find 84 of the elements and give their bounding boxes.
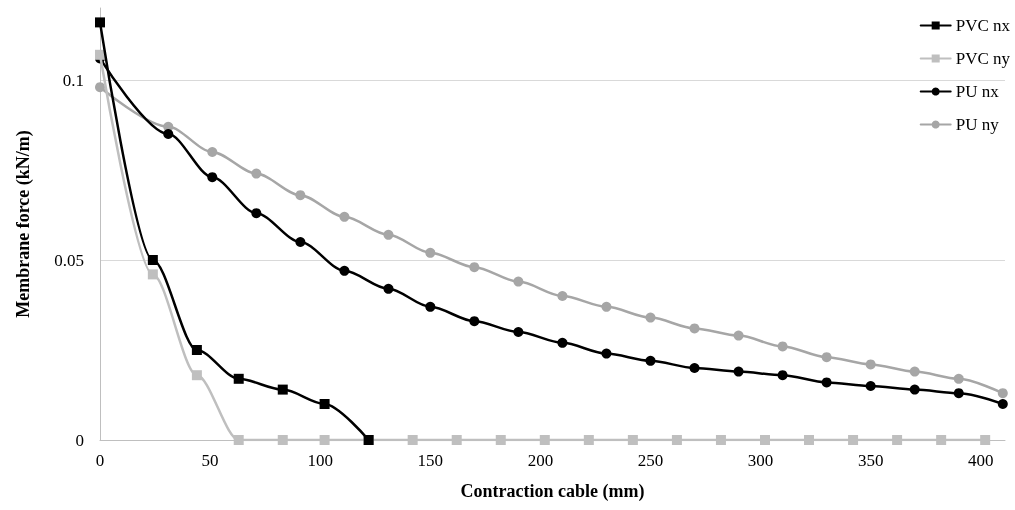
- point: [777, 370, 788, 381]
- point: [777, 341, 788, 352]
- point: [425, 301, 436, 312]
- point: [451, 435, 462, 445]
- point: [645, 355, 656, 366]
- point: [821, 377, 832, 388]
- x-tick-label: 250: [637, 451, 664, 470]
- point: [892, 435, 903, 445]
- point: [233, 373, 244, 384]
- point: [865, 381, 876, 391]
- point: [539, 435, 550, 445]
- point: [715, 435, 726, 445]
- point: [295, 190, 306, 201]
- point: [980, 435, 991, 445]
- x-tick-label: 350: [857, 451, 884, 470]
- point: [339, 265, 350, 276]
- point: [909, 366, 920, 377]
- point: [733, 330, 744, 341]
- y-tick-label: 0: [75, 430, 84, 450]
- x-tick-label: 400: [968, 451, 994, 470]
- legend-label: PU ny: [955, 115, 1000, 134]
- point: [251, 208, 262, 219]
- x-tick-label: 150: [417, 451, 444, 470]
- point: [601, 301, 612, 312]
- point: [191, 370, 202, 381]
- point: [804, 435, 815, 445]
- point: [848, 435, 859, 445]
- point: [557, 291, 568, 301]
- point: [319, 399, 330, 409]
- y-tick-label: 0.05: [54, 250, 84, 270]
- point: [207, 147, 218, 157]
- point: [583, 435, 594, 445]
- point: [469, 262, 480, 273]
- x-axis-title: Contraction cable (mm): [460, 481, 645, 502]
- x-tick-label: 300: [747, 451, 774, 470]
- point: [997, 399, 1008, 409]
- point: [601, 348, 612, 359]
- x-tick-label: 0: [95, 451, 105, 470]
- point: [513, 327, 524, 337]
- point: [909, 384, 920, 395]
- point: [997, 388, 1008, 399]
- point: [557, 337, 568, 348]
- point: [95, 49, 105, 60]
- point: [319, 435, 330, 445]
- point: [469, 316, 480, 327]
- legend-label: PVC nx: [955, 16, 1011, 35]
- y-tick-label: 0.1: [62, 70, 84, 90]
- y-axis-title: Membrane force (kN/m): [13, 130, 34, 318]
- point: [865, 359, 876, 370]
- point: [953, 373, 964, 384]
- point: [277, 435, 288, 445]
- point: [495, 435, 506, 445]
- x-tick-label: 100: [307, 451, 333, 470]
- point: [95, 82, 105, 93]
- point: [407, 435, 418, 445]
- point: [147, 255, 158, 265]
- point: [513, 276, 524, 287]
- point: [277, 384, 288, 395]
- point: [163, 129, 174, 139]
- legend-label: PU nx: [955, 82, 1000, 101]
- point: [759, 435, 770, 445]
- point: [339, 211, 350, 222]
- point: [627, 435, 638, 445]
- point: [207, 172, 218, 183]
- point: [95, 17, 105, 28]
- point: [689, 323, 700, 334]
- legend-label: PVC ny: [955, 49, 1011, 68]
- point: [671, 435, 682, 445]
- point: [191, 345, 202, 355]
- point: [425, 247, 436, 258]
- point: [953, 388, 964, 399]
- point: [936, 435, 947, 445]
- point: [383, 229, 394, 240]
- point: [295, 237, 306, 247]
- point: [821, 352, 832, 363]
- x-tick-label: 50: [201, 451, 219, 470]
- x-tick-label: 200: [527, 451, 554, 470]
- point: [383, 283, 394, 294]
- point: [645, 312, 656, 323]
- point: [733, 366, 744, 377]
- point: [233, 435, 244, 445]
- point: [251, 168, 262, 179]
- point: [689, 363, 700, 373]
- point: [147, 269, 158, 280]
